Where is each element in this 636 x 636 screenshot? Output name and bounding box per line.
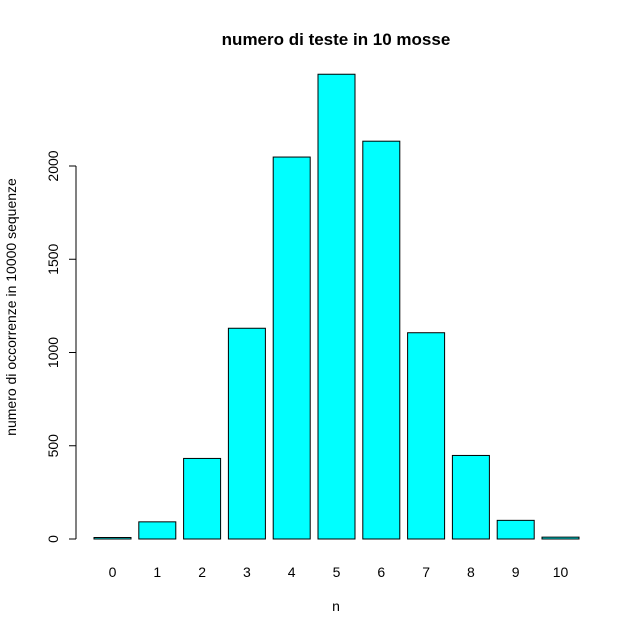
y-tick-label: 500 [45, 434, 61, 458]
x-tick-label: 4 [288, 564, 296, 580]
bar-3 [227, 327, 266, 540]
x-tick-label: 6 [377, 564, 385, 580]
bar-8 [451, 454, 490, 540]
x-tick-label: 1 [153, 564, 161, 580]
bar-10 [541, 536, 580, 540]
x-tick-label: 5 [333, 564, 341, 580]
x-tick-label: 9 [512, 564, 520, 580]
x-tick-labels: 0 1 2 3 4 5 6 7 8 9 10 [109, 564, 569, 580]
y-tick-label: 2000 [45, 150, 61, 181]
bar-0 [93, 537, 132, 540]
y-tick-label: 1500 [45, 243, 61, 274]
x-axis-label: n [332, 598, 340, 614]
x-tick-label: 3 [243, 564, 251, 580]
x-tick-label: 8 [467, 564, 475, 580]
bars [93, 73, 580, 540]
x-tick-label: 7 [422, 564, 430, 580]
bar-1 [138, 521, 177, 540]
x-tick-label: 10 [553, 564, 569, 580]
bar-7 [407, 332, 446, 540]
y-tick-label: 1000 [45, 337, 61, 368]
y-tick-label: 0 [45, 535, 61, 543]
chart-title: numero di teste in 10 mosse [222, 30, 451, 49]
bar-2 [183, 457, 222, 540]
bar-6 [362, 140, 401, 540]
bar-9 [496, 519, 535, 540]
y-axis: 0 500 1000 1500 2000 [45, 150, 77, 543]
y-axis-label: numero di occorrenze in 10000 sequenze [3, 178, 19, 436]
bar-5 [317, 73, 356, 540]
bar-4 [272, 156, 311, 540]
x-tick-label: 2 [198, 564, 206, 580]
x-tick-label: 0 [109, 564, 117, 580]
